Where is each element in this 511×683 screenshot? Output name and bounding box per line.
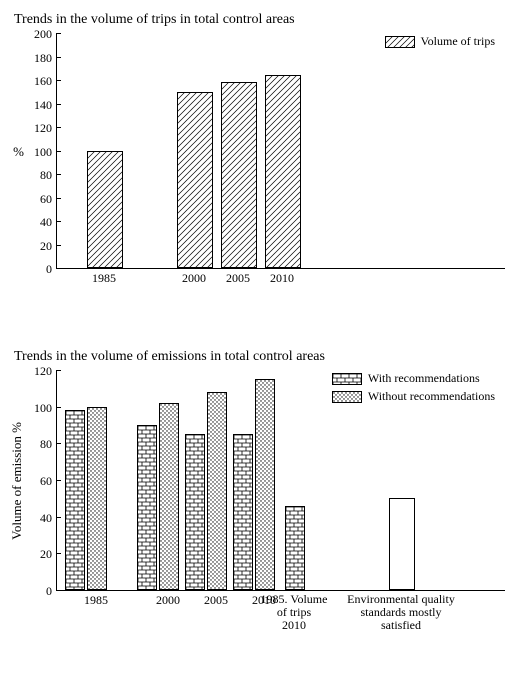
- chart1-plot: [56, 34, 505, 269]
- bar: [255, 379, 275, 590]
- x-label: 1985: [76, 271, 132, 286]
- chart2-ylabel: Volume of emission %: [6, 371, 28, 591]
- x-label: 2010: [254, 271, 310, 286]
- bar: [233, 434, 253, 590]
- bar: [265, 75, 301, 268]
- chart2-yticks: 120100806040200: [28, 371, 56, 591]
- chart1-title: Trends in the volume of trips in total c…: [14, 12, 505, 28]
- bar: [137, 425, 157, 590]
- bar: [177, 92, 213, 268]
- bar: [221, 82, 257, 268]
- trips-chart: Trends in the volume of trips in total c…: [6, 12, 505, 319]
- chart1-xlabels: 1985200020052010: [56, 269, 505, 319]
- bar: [65, 410, 85, 590]
- x-label: 2005: [196, 593, 236, 608]
- bar: [185, 434, 205, 590]
- bar: [87, 407, 107, 590]
- x-label: 1985: [76, 593, 116, 608]
- bar: [159, 403, 179, 590]
- bar: [87, 151, 123, 269]
- emissions-chart: Trends in the volume of emissions in tot…: [6, 349, 505, 641]
- x-label: Environmental qualitystandards mostlysat…: [336, 593, 466, 633]
- chart2-plot: [56, 371, 505, 591]
- bar: [389, 498, 415, 590]
- chart1-ylabel: %: [6, 34, 28, 269]
- chart2-xlabels: 19852000200520101985. Volumeof trips2010…: [56, 591, 505, 641]
- chart2-title: Trends in the volume of emissions in tot…: [14, 349, 505, 365]
- chart1-yticks: 200180160140120100806040200: [28, 34, 56, 269]
- bar: [285, 506, 305, 590]
- x-label: 1985. Volumeof trips2010: [254, 593, 334, 633]
- x-label: 2000: [148, 593, 188, 608]
- bar: [207, 392, 227, 590]
